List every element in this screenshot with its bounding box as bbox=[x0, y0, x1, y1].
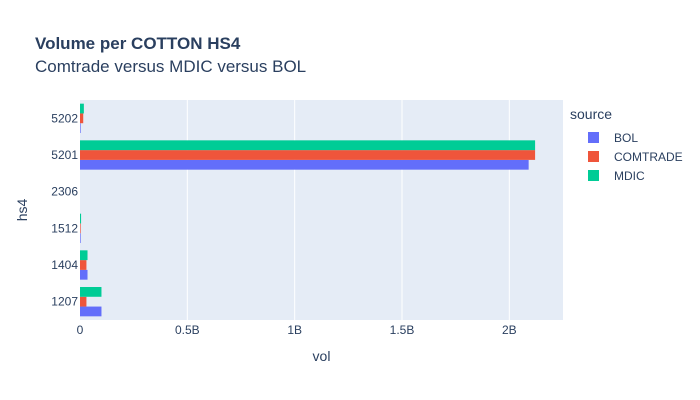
legend-item-comtrade[interactable]: COMTRADE bbox=[570, 147, 683, 166]
legend-item-mdic[interactable]: MDIC bbox=[570, 166, 683, 185]
bar-mdic-1207 bbox=[80, 287, 102, 297]
bar-comtrade-1207 bbox=[80, 296, 87, 307]
bar-bol-1512 bbox=[80, 233, 81, 243]
x-tick-label: 2B bbox=[502, 323, 517, 337]
bar-mdic-1512 bbox=[80, 213, 82, 224]
legend-item-bol[interactable]: BOL bbox=[570, 128, 683, 147]
chart-title: Volume per COTTON HS4 bbox=[35, 34, 241, 53]
x-tick-label: 1.5B bbox=[390, 323, 415, 337]
y-tick-label: 5201 bbox=[51, 148, 78, 162]
y-tick-label: 5202 bbox=[51, 111, 78, 125]
legend: source BOL COMTRADE MDIC bbox=[570, 106, 683, 185]
bar-bol-1404 bbox=[80, 269, 88, 280]
bar-comtrade-1404 bbox=[80, 260, 87, 270]
x-tick-label: 1B bbox=[287, 323, 302, 337]
chart-subtitle: Comtrade versus MDIC versus BOL bbox=[35, 57, 307, 76]
x-tick-label: 0.5B bbox=[175, 323, 200, 337]
bar-comtrade-1512 bbox=[80, 223, 81, 234]
legend-label-bol: BOL bbox=[614, 130, 639, 145]
bar-comtrade-5202 bbox=[80, 113, 84, 124]
legend-label-comtrade: COMTRADE bbox=[614, 149, 683, 164]
bar-mdic-5202 bbox=[80, 103, 84, 114]
bar-mdic-5201 bbox=[80, 140, 536, 151]
bar-bol-5201 bbox=[80, 159, 529, 170]
legend-swatch-mdic bbox=[588, 170, 599, 181]
y-tick-label: 1207 bbox=[51, 295, 78, 309]
legend-swatch-comtrade bbox=[588, 151, 599, 162]
bar-comtrade-5201 bbox=[80, 150, 536, 160]
y-tick-label: 1512 bbox=[51, 221, 78, 235]
bar-bol-5202 bbox=[80, 123, 81, 133]
legend-label-mdic: MDIC bbox=[614, 168, 645, 183]
legend-title: source bbox=[570, 106, 613, 122]
bar-bol-1207 bbox=[80, 306, 102, 317]
bar-mdic-1404 bbox=[80, 250, 88, 261]
y-tick-label: 1404 bbox=[51, 258, 78, 272]
y-axis-title: hs4 bbox=[14, 199, 30, 222]
x-tick-label: 0 bbox=[77, 323, 84, 337]
legend-swatch-bol bbox=[588, 132, 599, 143]
x-axis-title: vol bbox=[313, 348, 331, 364]
plot-area bbox=[80, 100, 563, 320]
y-tick-label: 2306 bbox=[51, 185, 78, 199]
